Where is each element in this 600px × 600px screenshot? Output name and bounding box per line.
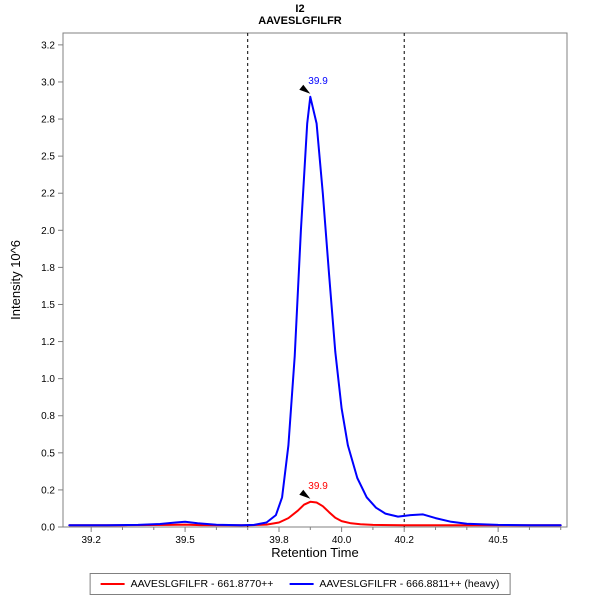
y-tick-label: 0.0 [41,523,55,534]
y-tick-label: 0.2 [41,485,55,496]
peak-annotation-label-light: 39.9 [308,481,328,492]
plot-frame [62,32,568,528]
y-tick-label: 1.2 [41,337,55,348]
x-tick-label: 40.0 [332,535,352,546]
x-tick-label: 39.8 [269,535,289,546]
chart-title: I2 [295,3,305,15]
series-line-heavy [68,95,562,527]
x-tick-label: 40.5 [488,535,508,546]
y-tick-label: 2.2 [41,189,55,200]
chart-subtitle: AAVESLGFILFR [258,15,342,27]
y-tick-label: 3.0 [41,77,55,88]
series-line-light [68,500,562,527]
y-tick-label: 1.0 [41,374,55,385]
x-tick-label: 39.2 [81,535,101,546]
y-tick-label: 2.5 [41,152,55,163]
x-axis-title: Retention Time [271,545,359,560]
y-tick-label: 0.5 [41,448,55,459]
x-tick-label: 39.5 [175,535,195,546]
peak-annotation-arrow-light [299,489,311,499]
y-tick-label: 1.5 [41,300,55,311]
legend-label-heavy: AAVESLGFILFR - 666.8811++ (heavy) [319,578,500,590]
y-axis-title: Intensity 10^6 [7,240,23,320]
legend-item-light: AAVESLGFILFR - 661.8770++ [100,578,274,590]
legend-item-heavy: AAVESLGFILFR - 666.8811++ (heavy) [289,578,499,590]
y-tick-label: 3.2 [41,40,55,51]
y-axis-title-wrap: Intensity 10^6 [2,33,28,527]
peak-annotation-label-heavy: 39.9 [308,76,328,87]
y-tick-label: 0.8 [41,411,55,422]
y-tick-label: 1.8 [41,263,55,274]
y-tick-label: 2.0 [41,226,55,237]
legend-label-light: AAVESLGFILFR - 661.8770++ [130,578,274,590]
y-tick-label: 2.8 [41,115,55,126]
legend-swatch-light [100,583,125,585]
legend-swatch-heavy [289,583,314,585]
legend: AAVESLGFILFR - 661.8770++ AAVESLGFILFR -… [89,573,511,595]
x-tick-label: 40.2 [394,535,414,546]
peak-annotation-arrow-heavy [299,84,311,94]
